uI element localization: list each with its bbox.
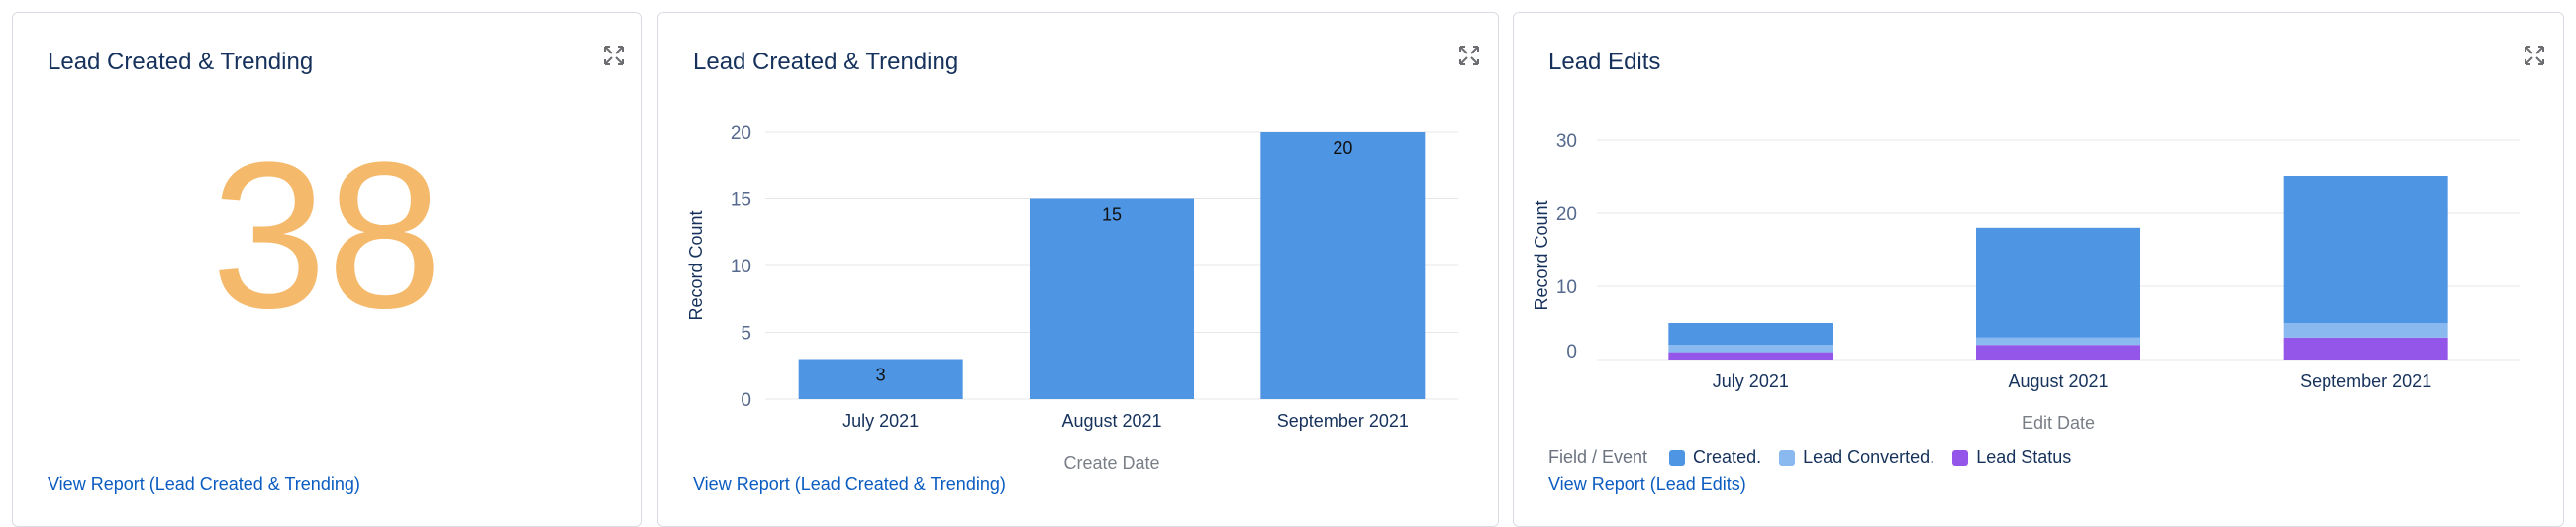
expand-icon[interactable] — [1458, 45, 1480, 66]
stacked-chart-card: Lead Edits 0 10 20 30 July 2021 August 2021 Se… — [1513, 12, 2564, 527]
y-tick-label: 30 — [1556, 131, 1577, 152]
view-report-link[interactable]: View Report (Lead Edits) — [1548, 474, 1746, 494]
y-tick-label: 20 — [1556, 204, 1577, 225]
lead-edits-chart: 0 10 20 30 July 2021 August 2021 September 202… — [1532, 131, 2520, 433]
y-tick-label: 15 — [731, 190, 751, 211]
y-tick-label: 0 — [741, 390, 751, 411]
y-tick-label: 10 — [731, 257, 751, 277]
card-title: Lead Edits — [1548, 49, 1661, 75]
view-report-link[interactable]: View Report (Lead Created & Trending) — [693, 474, 1006, 494]
y-tick-label: 20 — [731, 123, 751, 144]
x-tick-label: September 2021 — [1277, 411, 1409, 431]
y-tick-label: 0 — [1566, 342, 1577, 363]
bar — [1030, 198, 1194, 399]
metric-card: Lead Created & Trending 38 View Report (… — [12, 12, 642, 527]
bar-segment — [1976, 345, 2140, 360]
bar — [1260, 132, 1426, 399]
bar-segment — [1976, 337, 2140, 346]
legend-text: Created. — [1693, 447, 1762, 467]
data-label: 3 — [876, 366, 886, 385]
x-tick-label: July 2021 — [1713, 371, 1789, 391]
x-tick-label: August 2021 — [1061, 411, 1161, 431]
legend-text: Lead Status — [1976, 447, 2072, 467]
legend-item-lead-converted[interactable]: Lead Converted. — [1779, 447, 1934, 468]
expand-icon[interactable] — [2524, 45, 2545, 66]
view-report-link[interactable]: View Report (Lead Created & Trending) — [48, 474, 360, 494]
y-tick-label: 10 — [1556, 277, 1577, 298]
x-axis-label: Edit Date — [2022, 413, 2095, 433]
x-tick-label: September 2021 — [2300, 371, 2431, 391]
bar-segment — [1668, 352, 1833, 360]
data-label: 15 — [1102, 205, 1122, 225]
y-axis-label: Record Count — [686, 210, 706, 320]
bar-chart-card: Lead Created & Trending 0 5 10 15 20 3 July 20… — [657, 12, 1499, 527]
legend-label: Field / Event — [1548, 447, 1648, 467]
metric-value: 38 — [211, 119, 443, 352]
y-axis-label: Record Count — [1532, 200, 1551, 310]
legend-item-created[interactable]: Created. — [1669, 447, 1761, 468]
legend-swatch — [1669, 449, 1686, 466]
bar — [798, 359, 963, 399]
legend-item-lead-status[interactable]: Lead Status — [1952, 447, 2071, 468]
bar-segment — [1668, 345, 1833, 353]
card-title: Lead Created & Trending — [693, 49, 959, 75]
x-axis-label: Create Date — [1063, 453, 1159, 473]
bar-segment — [2283, 176, 2448, 323]
x-tick-label: July 2021 — [842, 411, 919, 431]
legend-swatch — [1779, 449, 1796, 466]
bar-segment — [2283, 323, 2448, 338]
bar-segment — [1976, 227, 2140, 338]
chart-legend: Field / Event Created. Lead Converted. L… — [1548, 447, 2089, 468]
legend-swatch — [1952, 449, 1969, 466]
lead-created-chart: 0 5 10 15 20 3 July 2021 15 August 2021 20 Septemb… — [686, 123, 1458, 473]
data-label: 20 — [1333, 138, 1352, 158]
card-title: Lead Created & Trending — [48, 49, 314, 75]
bar-segment — [1668, 323, 1833, 346]
legend-text: Lead Converted. — [1803, 447, 1935, 467]
expand-icon[interactable] — [603, 45, 625, 66]
x-tick-label: August 2021 — [2008, 371, 2108, 391]
y-tick-label: 5 — [741, 324, 751, 345]
bar-segment — [2283, 337, 2448, 360]
